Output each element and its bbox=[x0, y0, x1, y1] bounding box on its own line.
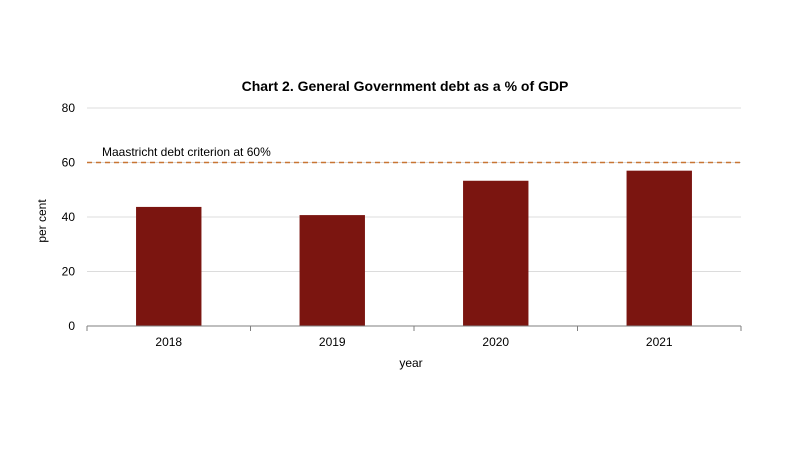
y-tick-label: 20 bbox=[62, 265, 76, 279]
reference-line-group: Maastricht debt criterion at 60% bbox=[87, 145, 741, 164]
y-axis-label: per cent bbox=[35, 199, 49, 243]
x-tick-label: 2021 bbox=[646, 335, 673, 349]
x-tick-label: 2019 bbox=[319, 335, 346, 349]
bar-2019 bbox=[299, 215, 365, 326]
axes: 0 20 40 60 80 2018 2019 2020 2021 bbox=[62, 101, 742, 349]
y-tick-label: 80 bbox=[62, 101, 76, 115]
chart-title: Chart 2. General Government debt as a % … bbox=[242, 78, 569, 94]
bar-2018 bbox=[136, 206, 202, 326]
x-tick-label: 2020 bbox=[482, 335, 509, 349]
x-tick-label: 2018 bbox=[155, 335, 182, 349]
y-tick-label: 60 bbox=[62, 156, 76, 170]
bar-2021 bbox=[626, 170, 692, 326]
x-axis-label: year bbox=[399, 356, 422, 370]
bar-2020 bbox=[463, 180, 529, 326]
reference-line-label: Maastricht debt criterion at 60% bbox=[102, 145, 271, 159]
y-tick-label: 40 bbox=[62, 210, 76, 224]
bars bbox=[136, 170, 692, 326]
y-tick-label: 0 bbox=[68, 319, 75, 333]
